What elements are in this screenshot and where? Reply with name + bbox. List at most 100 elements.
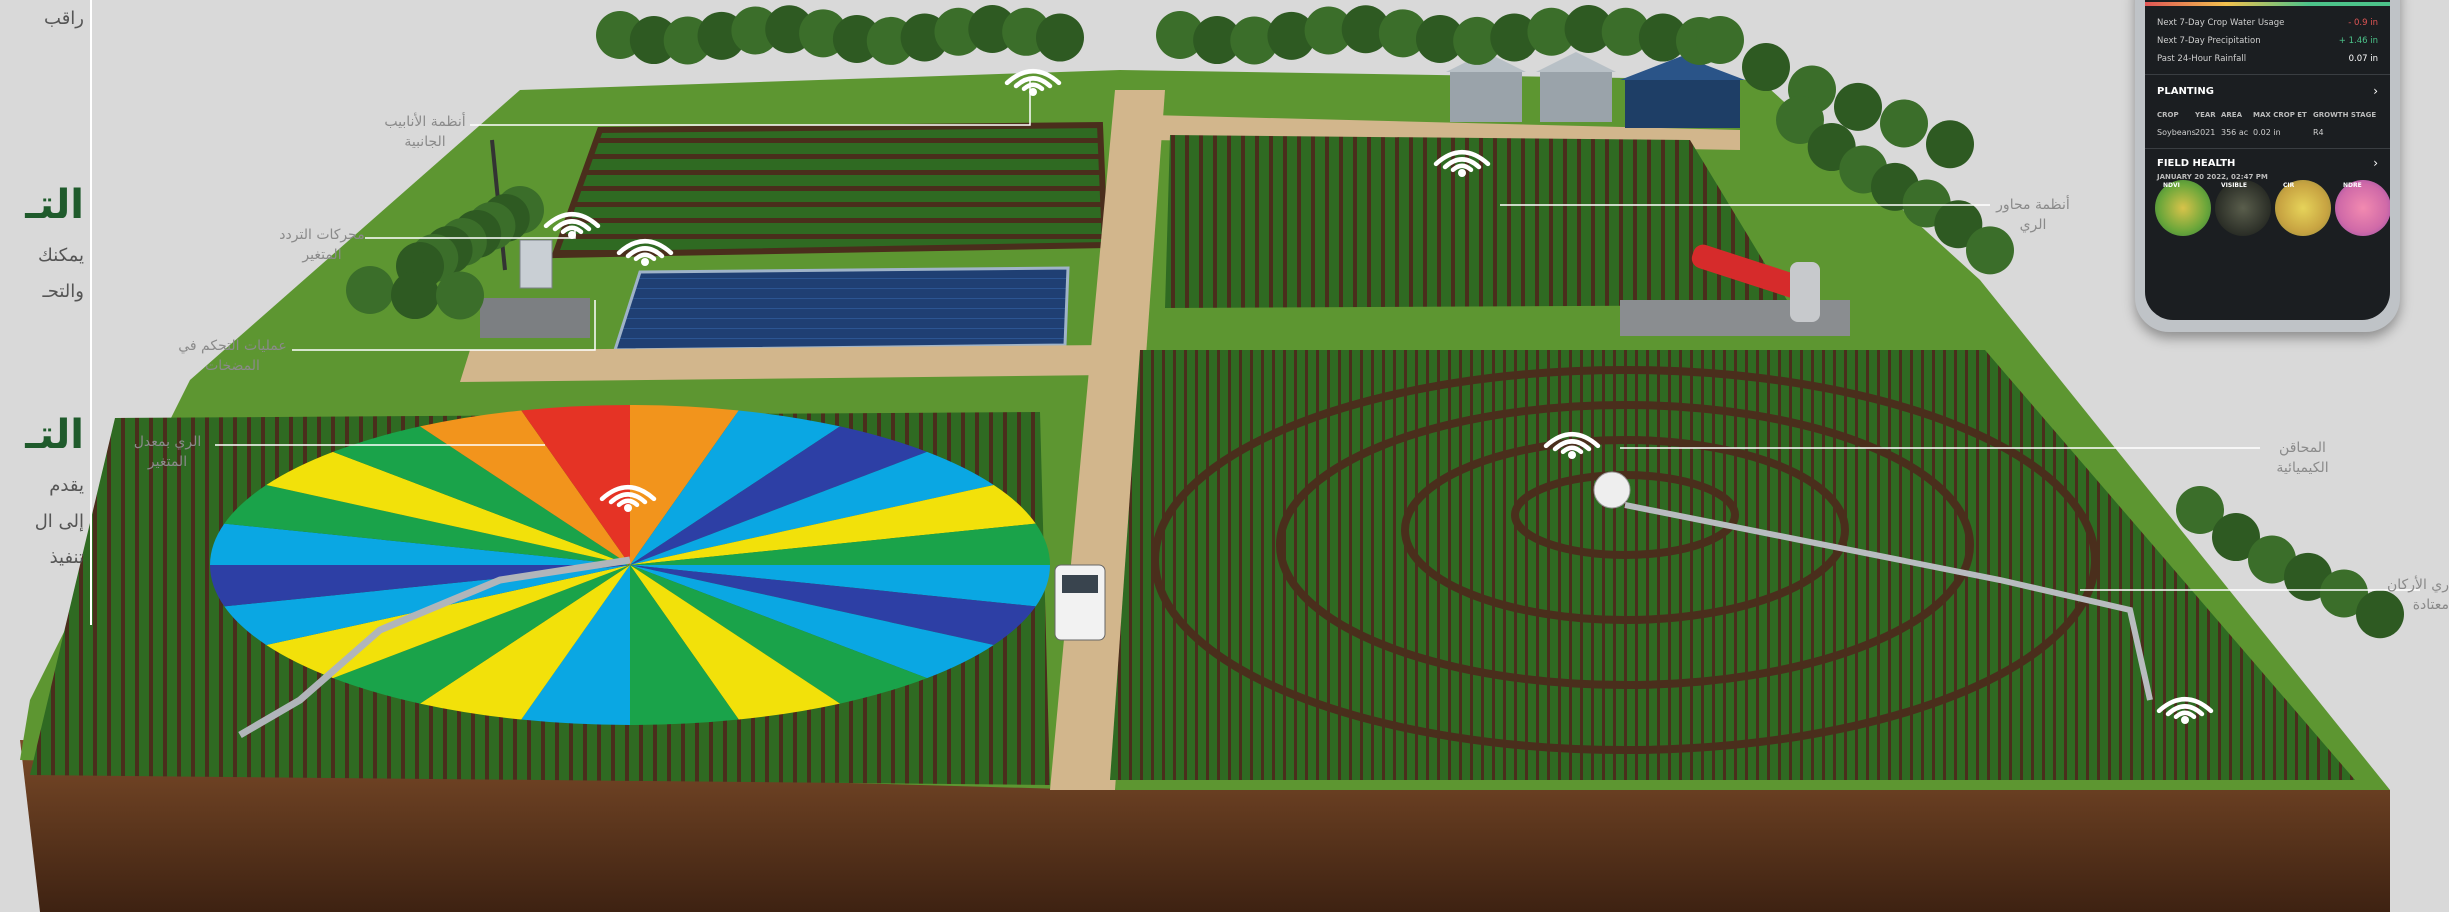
planting-chevron-icon[interactable]: › [2373,84,2378,98]
tree [1527,7,1576,56]
vri-zone [630,565,994,679]
field-health-title[interactable]: FIELD HEALTH [2157,158,2236,169]
tree [2320,569,2368,618]
pump-house [519,239,553,289]
vri-zone [521,565,630,725]
callout-lines [215,80,2420,591]
tree [391,271,439,320]
wifi-icon [2156,696,2214,724]
dirt-road-branch [460,345,1110,382]
vri-zone [521,405,630,565]
vri-zone [210,523,630,565]
field-health-date: JANUARY 20 2022, 02:47 PM [2157,173,2268,181]
row-rainfall: Past 24-Hour Rainfall 0.07 in [2157,54,2378,64]
tree [629,16,678,65]
vri-zone [630,426,927,565]
tree [1776,96,1824,144]
vri-zone [420,410,630,565]
chemical-tank [1593,471,1631,509]
tree [346,266,394,314]
callout-side-pipes: أنظمة الأنابيب الجانبية [384,114,466,150]
vri-zone [630,410,840,565]
panel-body-2-line3: تنفيذ [49,547,84,568]
panel-body-2-line2: إلى ال [34,511,84,532]
vri-zone [630,565,927,704]
tree [1490,13,1539,62]
tree [1834,82,1882,131]
tree [1742,43,1790,92]
field-pivot [1165,135,1790,308]
tree [1966,226,2014,275]
panel-body-1-line2: والتحـ [42,281,84,302]
wifi-icon [1433,149,1491,177]
tree [1601,7,1650,56]
planting-title[interactable]: PLANTING [2157,86,2214,97]
pickup-truck [1054,564,1106,641]
field-side-pipes [550,121,1109,259]
vri-zone [630,523,1050,565]
tree [2284,552,2332,601]
tree [731,6,780,55]
thumb-cir[interactable] [2275,180,2331,236]
vri-zone [630,565,1036,645]
tree [1696,16,1744,64]
tree [1880,99,1928,148]
row-precipitation: Next 7-Day Precipitation + 1.46 in [2157,36,2378,46]
callout-chemigation: المحاقن الكيميائية [2276,440,2329,476]
vri-zone [630,451,994,565]
wifi-icon [1543,431,1601,459]
vri-zone [224,485,630,565]
field-health-chevron-icon[interactable]: › [2373,156,2378,170]
panel-body-2-line1: يقدم [49,475,84,496]
callout-pivot: أنظمة محاور الري [1996,197,2070,233]
tree [1341,5,1390,54]
tree [1638,13,1687,62]
wifi-icon [543,211,601,239]
callout-pump-control: عمليات التحكم في المضخات [178,338,287,374]
vri-pivot-arm [238,556,631,739]
tree [1416,14,1464,63]
corner-pivot-arm [1624,502,2153,701]
vri-pie [210,405,1050,725]
vri-zone [630,565,840,720]
tree [2176,486,2224,534]
thumb-ndre[interactable] [2335,180,2390,236]
panel-top-text: راقب [44,8,84,29]
tree [2356,590,2404,639]
callout-vri: الري بمعدل المتغير [133,434,202,470]
tree [436,271,484,320]
vri-zone [630,565,739,725]
panel-heading-1: التـ [25,182,84,228]
field-corner [1110,350,2355,780]
wifi-icon [1004,68,1062,96]
tree [1193,16,1242,65]
tree-line [346,5,2404,639]
water-balance-bar [2145,2,2390,6]
chemigation-equipment [1620,244,1850,336]
pivot-circles [1151,366,2099,754]
tree [832,14,881,63]
tree [1453,16,1502,65]
tree [1304,6,1353,55]
phone-screen: Next 7-Day Crop Water Usage - 0.9 in Nex… [2145,0,2390,320]
vri-zone [333,426,630,565]
panel-heading-2: التـ [25,412,84,458]
thumb-ndvi[interactable] [2155,180,2211,236]
callout-corner: ري الأركان معتادة [2386,577,2449,613]
left-info-panel: راقب التـ يمكنك والتحـ التـ يقدم إلى ال … [0,0,92,625]
vri-zone [420,565,630,720]
vri-zone [630,485,1036,565]
tree [1564,5,1613,54]
grain-silos [1446,52,1745,128]
tree [1230,16,1279,65]
panel-body-1-line1: يمكنك [38,245,84,266]
vri-zone [266,451,630,565]
thumb-visible[interactable] [2215,180,2271,236]
tree [1267,11,1316,60]
tree [1156,11,1204,59]
vri-zone [630,565,1050,607]
tree [1934,200,1983,249]
tree [2212,513,2260,562]
tree [2248,535,2296,584]
